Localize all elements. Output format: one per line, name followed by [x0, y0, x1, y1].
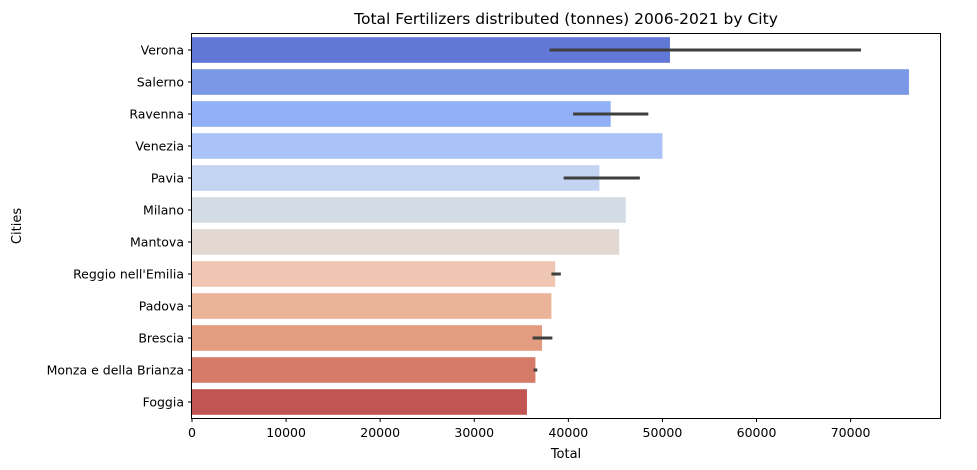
x-tick-label: 20000 — [360, 425, 400, 440]
y-tick-label: Padova — [139, 299, 184, 314]
plot-frame — [191, 33, 941, 419]
bars-group — [192, 37, 909, 415]
y-tick-label: Monza e della Brianza — [47, 363, 184, 378]
y-tick-label: Ravenna — [129, 107, 184, 122]
bar-ravenna — [192, 101, 611, 127]
chart-title: Total Fertilizers distributed (tonnes) 2… — [353, 10, 778, 28]
x-tick-label: 10000 — [266, 425, 306, 440]
y-axis-title: Cities — [10, 208, 25, 244]
bar-venezia — [192, 133, 663, 159]
y-tick-label: Milano — [143, 203, 184, 218]
bar-pavia — [192, 165, 600, 191]
x-tick-label: 70000 — [831, 425, 871, 440]
bar-foggia — [192, 389, 527, 415]
y-tick-label: Reggio nell'Emilia — [73, 267, 184, 282]
bar-brescia — [192, 325, 543, 351]
y-axis-ticks: Verona Salerno Ravenna Venezia Pavia Milano Ma… — [47, 43, 192, 410]
y-tick-label: Mantova — [130, 235, 184, 250]
bar-mantova — [192, 229, 620, 255]
bar-milano — [192, 197, 626, 223]
y-tick-label: Venezia — [135, 139, 184, 154]
x-axis-title: Total — [550, 447, 581, 462]
y-tick-label: Pavia — [151, 171, 184, 186]
y-tick-label: Brescia — [138, 331, 184, 346]
x-tick-label: 40000 — [548, 425, 588, 440]
y-tick-label: Foggia — [143, 395, 184, 410]
x-tick-label: 60000 — [737, 425, 777, 440]
x-tick-label: 30000 — [454, 425, 494, 440]
y-tick-label: Salerno — [137, 75, 184, 90]
bar-salerno — [192, 69, 909, 95]
x-tick-label: 50000 — [643, 425, 683, 440]
error-bars-group — [532, 48, 861, 372]
bar-padova — [192, 293, 552, 319]
x-tick-label: 0 — [188, 425, 196, 440]
bar-reggio-nell-emilia — [192, 261, 556, 287]
y-tick-label: Verona — [141, 43, 184, 58]
x-axis-ticks: 0 10000 20000 30000 40000 50000 60000 70000 — [188, 418, 871, 440]
bar-monza-e-della-brianza — [192, 357, 536, 383]
